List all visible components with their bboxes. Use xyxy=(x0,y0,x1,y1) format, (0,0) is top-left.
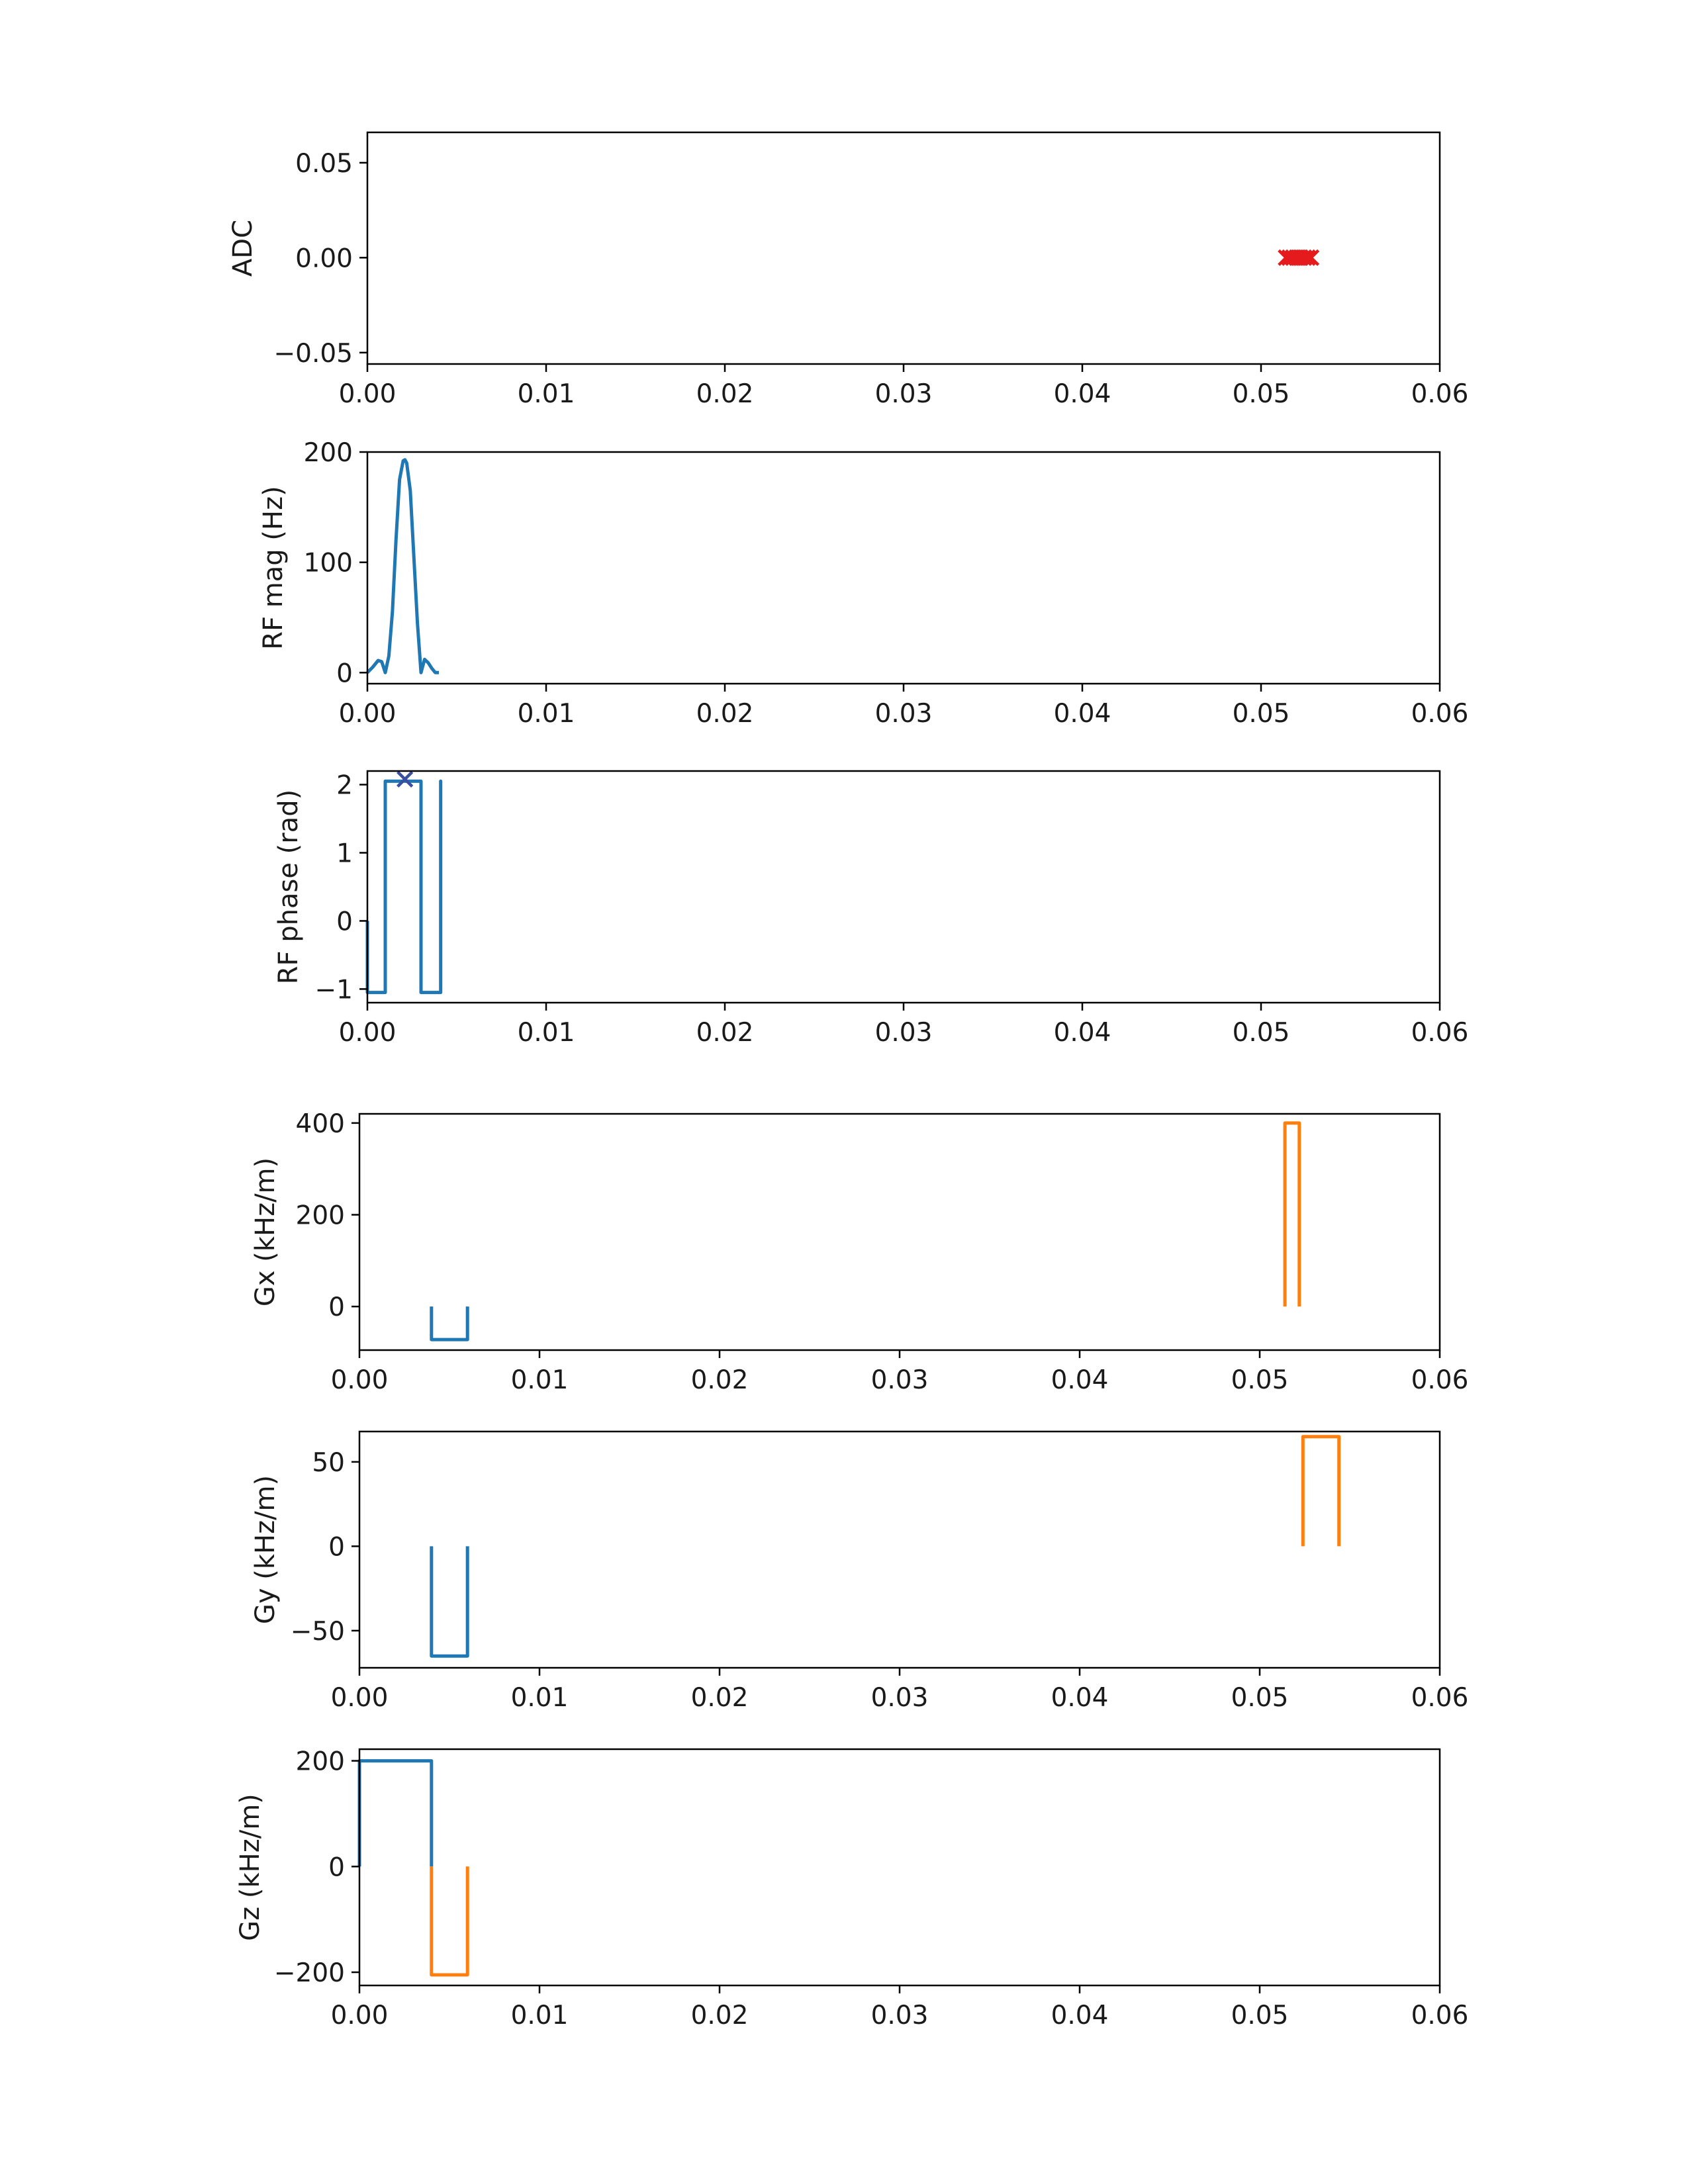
adc-xtick-label-3: 0.03 xyxy=(875,379,933,409)
rf-mag-xtick-label-5: 0.05 xyxy=(1233,699,1290,729)
gx-ytick-label-1: 200 xyxy=(296,1201,345,1231)
adc-marker-0-6 xyxy=(1299,249,1316,266)
gx-xtick-label-1: 0.01 xyxy=(511,1365,569,1395)
subplot-gy: 0.00 0.01 0.02 0.03 0.04 0.05 0.06 −50 0 50 Gy (kH… xyxy=(250,1430,1469,1713)
rf-mag-ytick-label-2: 200 xyxy=(304,438,353,468)
gx-series-1 xyxy=(1283,1121,1301,1307)
adc-xtick-label-0: 0.00 xyxy=(339,379,397,409)
subplot-adc: 0.00 0.01 0.02 0.03 0.04 0.05 0.06 −0.05 0.00 0.0… xyxy=(228,131,1469,409)
gy-series-0 xyxy=(430,1546,469,1658)
gz-ytick-label-0: −200 xyxy=(274,1958,345,1988)
rf-mag-ytick-label-0: 0 xyxy=(336,659,353,688)
gy-xtick-label-4: 0.04 xyxy=(1051,1683,1109,1713)
rf-mag-series-0 xyxy=(366,458,439,674)
gy-ytick-label-1: 0 xyxy=(328,1532,345,1562)
gx-ytick-label-0: 0 xyxy=(328,1293,345,1322)
gy-series-1 xyxy=(1301,1435,1341,1547)
gy-xtick-label-2: 0.02 xyxy=(691,1683,749,1713)
subplot-rf-phase: 0.00 0.01 0.02 0.03 0.04 0.05 0.06 −1 0 1 2 RF phas… xyxy=(273,770,1469,1048)
gz-xtick-label-4: 0.04 xyxy=(1051,2001,1109,2030)
rf-phase-ytick-label-1: 0 xyxy=(336,907,353,936)
gz-xtick-label-5: 0.05 xyxy=(1231,2001,1289,2030)
rf-phase-xtick-label-3: 0.03 xyxy=(875,1018,933,1048)
gy-xtick-label-5: 0.05 xyxy=(1231,1683,1289,1713)
subplot-gz: 0.00 0.01 0.02 0.03 0.04 0.05 0.06 −200 0 200 Gz (… xyxy=(235,1747,1468,2030)
gx-xtick-label-5: 0.05 xyxy=(1231,1365,1289,1395)
adc-ytick-label-2: 0.05 xyxy=(295,149,353,179)
gx-axes-frame xyxy=(358,1113,1441,1351)
gz-xtick-label-2: 0.02 xyxy=(691,2001,749,2030)
rf-mag-ytick-label-1: 100 xyxy=(304,549,353,578)
gy-axes-frame xyxy=(358,1430,1441,1669)
rf-mag-ylabel: RF mag (Hz) xyxy=(258,486,289,649)
rf-phase-ytick-label-2: 1 xyxy=(336,839,353,869)
gz-xtick-label-6: 0.06 xyxy=(1411,2001,1469,2030)
gy-xtick-label-3: 0.03 xyxy=(871,1683,929,1713)
rf-mag-xtick-label-3: 0.03 xyxy=(875,699,933,729)
gy-xtick-label-0: 0.00 xyxy=(331,1683,389,1713)
adc-xtick-label-4: 0.04 xyxy=(1054,379,1111,409)
subplot-gx: 0.00 0.01 0.02 0.03 0.04 0.05 0.06 0 200 400 Gx (k… xyxy=(250,1109,1468,1395)
gx-xtick-label-0: 0.00 xyxy=(331,1365,389,1395)
adc-ylabel: ADC xyxy=(228,220,258,277)
adc-xtick-label-6: 0.06 xyxy=(1411,379,1469,409)
gy-xtick-label-1: 0.01 xyxy=(511,1683,569,1713)
gy-ytick-label-2: 50 xyxy=(312,1448,345,1478)
rf-phase-axes-frame xyxy=(366,770,1441,1004)
adc-axes-frame xyxy=(366,131,1441,365)
gx-xtick-label-6: 0.06 xyxy=(1411,1365,1469,1395)
adc-xtick-label-5: 0.05 xyxy=(1233,379,1290,409)
rf-phase-xtick-label-5: 0.05 xyxy=(1233,1018,1290,1048)
rf-mag-axes-frame xyxy=(366,451,1441,685)
rf-mag-xtick-label-1: 0.01 xyxy=(518,699,575,729)
adc-ytick-label-1: 0.00 xyxy=(295,244,353,273)
rf-phase-ytick-label-0: −1 xyxy=(315,975,353,1005)
rf-mag-xtick-label-0: 0.00 xyxy=(339,699,397,729)
gz-series-1 xyxy=(430,1866,469,1977)
rf-phase-xtick-label-6: 0.06 xyxy=(1411,1018,1469,1048)
gz-ytick-label-2: 200 xyxy=(296,1747,345,1777)
rf-phase-marker-1-0 xyxy=(397,770,414,788)
gz-ytick-label-1: 0 xyxy=(328,1852,345,1882)
gz-xtick-label-1: 0.01 xyxy=(511,2001,569,2030)
rf-phase-series-0 xyxy=(365,779,443,995)
rf-mag-xtick-label-4: 0.04 xyxy=(1054,699,1111,729)
rf-phase-xtick-label-4: 0.04 xyxy=(1054,1018,1111,1048)
gy-ytick-label-0: −50 xyxy=(291,1617,345,1647)
gz-ylabel: Gz (kHz/m) xyxy=(235,1794,265,1941)
gx-xtick-label-3: 0.03 xyxy=(871,1365,929,1395)
adc-xtick-label-2: 0.02 xyxy=(696,379,754,409)
gx-series-0 xyxy=(430,1306,469,1342)
gx-xtick-label-2: 0.02 xyxy=(691,1365,749,1395)
gx-ytick-label-2: 400 xyxy=(296,1109,345,1139)
rf-phase-xtick-label-0: 0.00 xyxy=(339,1018,397,1048)
gx-xtick-label-4: 0.04 xyxy=(1051,1365,1109,1395)
rf-phase-ytick-label-3: 2 xyxy=(336,771,353,801)
gz-xtick-label-3: 0.03 xyxy=(871,2001,929,2030)
gz-xtick-label-0: 0.00 xyxy=(331,2001,389,2030)
gz-series-0 xyxy=(357,1759,434,1867)
subplot-rf-mag: 0.00 0.01 0.02 0.03 0.04 0.05 0.06 0 100 200 RF ma… xyxy=(258,438,1468,729)
adc-ytick-label-0: −0.05 xyxy=(273,339,353,369)
rf-phase-ylabel: RF phase (rad) xyxy=(273,790,304,985)
adc-xtick-label-1: 0.01 xyxy=(518,379,575,409)
adc-marker-0-7 xyxy=(1303,249,1320,266)
rf-phase-xtick-label-1: 0.01 xyxy=(518,1018,575,1048)
rf-mag-xtick-label-6: 0.06 xyxy=(1411,699,1469,729)
gz-axes-frame xyxy=(358,1748,1441,1987)
rf-phase-xtick-label-2: 0.02 xyxy=(696,1018,754,1048)
gy-ylabel: Gy (kHz/m) xyxy=(250,1475,281,1624)
adc-marker-0-5 xyxy=(1295,249,1313,266)
gx-ylabel: Gx (kHz/m) xyxy=(250,1158,281,1306)
gy-xtick-label-6: 0.06 xyxy=(1411,1683,1469,1713)
rf-mag-xtick-label-2: 0.02 xyxy=(696,699,754,729)
